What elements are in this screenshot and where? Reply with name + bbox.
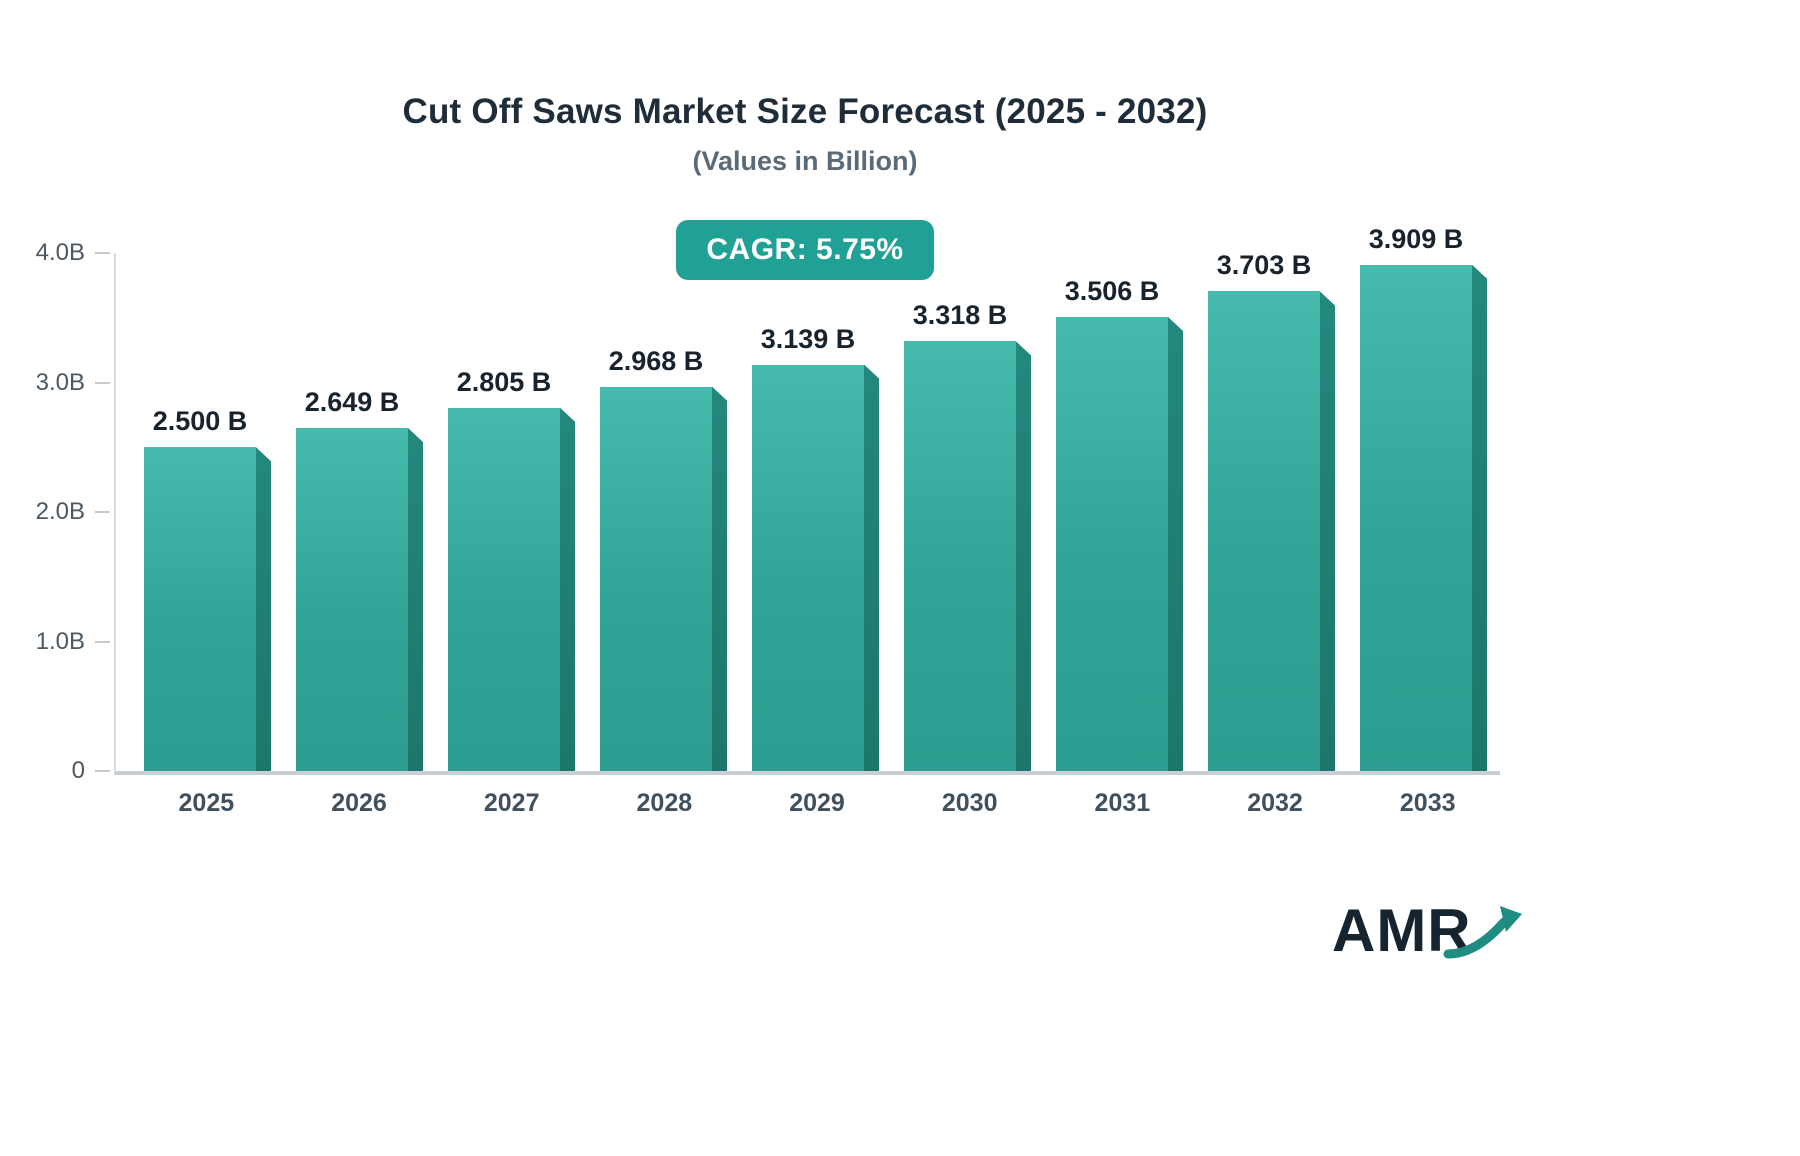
bar-value-label: 3.139 B [760,323,856,354]
bar-group: 3.703 B [1208,250,1335,771]
bar-value-label: 2.500 B [152,406,248,437]
bar-slot: 2.649 B [276,253,428,771]
bar [752,364,879,771]
bar-side-face [408,427,423,771]
y-tick-label: 2.0B [35,498,85,525]
bar-value-label: 2.805 B [456,366,552,397]
year-label: 2028 [636,789,693,817]
year-label: 2033 [1399,789,1456,817]
year-label: 2027 [483,789,540,817]
bar-value-label: 3.703 B [1216,250,1312,281]
bar-slot: 3.139 B [732,253,884,771]
bar-group: 2.649 B [296,386,423,771]
bar-side-face [712,386,727,771]
year-label: 2025 [178,789,235,817]
y-tick: 3.0B [36,369,110,397]
bar-slot: 3.318 B [884,253,1036,771]
bar [1360,264,1487,771]
bar-slot: 3.506 B [1036,253,1188,771]
page-subtitle: (Values in Billion) [692,146,918,176]
bar-side-face [256,447,271,771]
y-tick-mark [95,252,110,254]
bar [600,386,727,771]
page-title: Cut Off Saws Market Size Forecast (2025 … [402,92,1208,131]
y-tick: 2.0B [36,498,110,526]
bar [144,447,271,771]
y-tick: 0 [72,757,110,785]
bar [296,427,423,771]
bar-value-label: 2.649 B [304,386,400,417]
bar-side-face [1320,291,1335,771]
bar [904,341,1031,771]
bar [448,407,575,771]
y-tick-mark [95,640,110,643]
chart-header: Cut Off Saws Market Size Forecast (2025 … [0,0,1610,280]
bar-group: 3.506 B [1056,275,1183,771]
bar-slot: 3.703 B [1188,250,1340,771]
y-tick-label: 0 [71,757,85,784]
y-tick: 4.0B [36,239,110,267]
bar-group: 2.805 B [448,366,575,771]
bar-slot: 2.968 B [580,253,732,771]
bar-group: 2.968 B [600,345,727,771]
brand-logo: AMR [1332,898,1526,964]
y-tick-mark [95,511,110,513]
year-label: 2030 [941,789,998,817]
bar [1056,316,1183,771]
bar-value-label: 2.968 B [608,345,704,376]
y-tick-mark [95,770,110,772]
y-tick-mark [95,381,110,384]
y-tick-label: 3.0B [35,368,85,396]
bar [1208,291,1335,771]
bar-slot: 3.909 B [1340,224,1492,771]
year-label: 2029 [789,789,845,817]
year-label: 2032 [1247,789,1303,817]
y-tick: 1.0B [36,628,110,656]
bar-group: 3.909 B [1360,223,1487,771]
bar-slot: 2.805 B [428,253,580,771]
plot-area: 2.500 B 2.649 B 2.805 B 2.968 B 3.139 B 3.318… [114,224,1500,775]
x-axis-labels: 2025 2026 2027 2028 2029 2030 2031 2032 2033 [122,789,1512,818]
cagr-badge: CAGR: 5.75% [676,220,934,280]
y-tick-label: 1.0B [35,627,85,655]
bar-side-face [1472,264,1487,771]
bar-group: 2.500 B [144,406,271,771]
bar-value-label: 3.506 B [1064,275,1160,306]
growth-arrow-icon [1443,906,1522,959]
year-label: 2026 [331,789,387,817]
bar-side-face [1016,341,1031,771]
year-label: 2031 [1094,789,1151,817]
bar-side-face [560,407,575,771]
bar-group: 3.139 B [752,323,879,771]
y-tick-label: 4.0B [35,239,85,266]
y-axis: 4.0B 3.0B 2.0B 1.0B 0 [14,239,114,784]
bar-slot: 2.500 B [124,253,276,771]
bars-row: 2.500 B 2.649 B 2.805 B 2.968 B 3.139 B 3.318… [116,224,1500,771]
bar-group: 3.318 B [904,300,1031,771]
bar-value-label: 3.909 B [1368,223,1464,254]
bar-value-label: 3.318 B [912,300,1008,331]
bar-side-face [1168,316,1183,771]
bar-side-face [864,364,879,771]
